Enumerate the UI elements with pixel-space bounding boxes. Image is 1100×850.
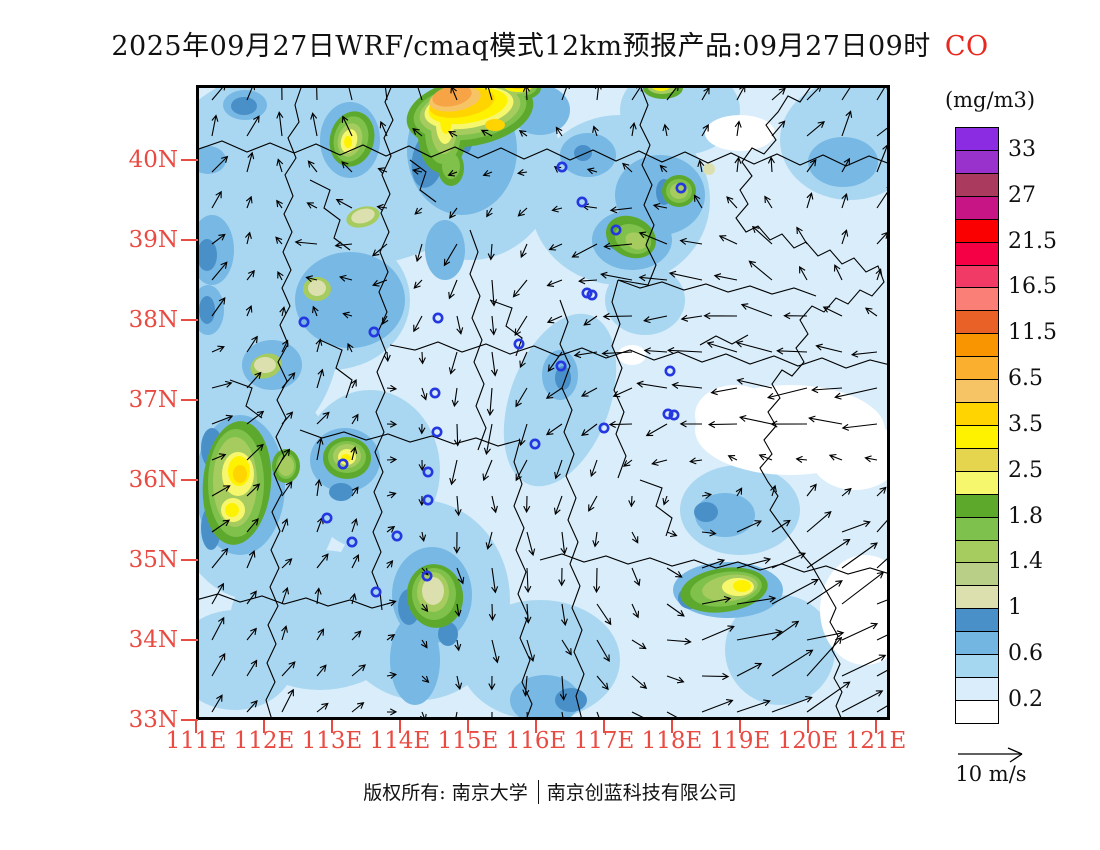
- colorbar-swatch: [955, 540, 999, 564]
- colorbar-swatch: [955, 448, 999, 472]
- colorbar-level-label: 21.5: [1008, 229, 1057, 254]
- colorbar-swatch: [955, 150, 999, 174]
- colorbar-swatch: [955, 356, 999, 380]
- colorbar-swatch: [955, 219, 999, 243]
- colorbar-unit-label: (mg/m3): [930, 88, 1050, 112]
- forecast-map-page: { "title": { "main": "2025年09月27日WRF/cma…: [0, 0, 1100, 850]
- colorbar-swatch: [955, 631, 999, 655]
- wind-scale-arrow-icon: [958, 748, 1022, 762]
- colorbar-swatch: [955, 517, 999, 541]
- colorbar-level-label: 1: [1008, 595, 1022, 620]
- colorbar-swatch: [955, 608, 999, 632]
- colorbar-level-label: 16.5: [1008, 274, 1057, 299]
- lat-tick: [181, 319, 198, 321]
- colorbar-level-label: 1.4: [1008, 549, 1043, 574]
- colorbar-level-label: 1.8: [1008, 504, 1043, 529]
- lon-tick: [603, 720, 605, 733]
- colorbar-swatch: [955, 471, 999, 495]
- colorbar-level-label: 0.6: [1008, 641, 1043, 666]
- colorbar-swatch: [955, 127, 999, 151]
- colorbar-swatch: [955, 425, 999, 449]
- colorbar-swatch: [955, 677, 999, 701]
- colorbar-swatch: [955, 494, 999, 518]
- colorbar-swatch: [955, 379, 999, 403]
- lon-tick: [195, 720, 197, 733]
- lat-label: 38N: [108, 307, 178, 333]
- lat-label: 34N: [108, 627, 178, 653]
- lat-tick: [181, 239, 198, 241]
- colorbar-swatch: [955, 287, 999, 311]
- lon-tick: [331, 720, 333, 733]
- colorbar-swatch: [955, 562, 999, 586]
- lat-label: 36N: [108, 467, 178, 493]
- colorbar-swatch: [955, 265, 999, 289]
- title-main-text: 2025年09月27日WRF/cmaq模式12km预报产品:09月27日09时: [111, 31, 930, 62]
- colorbar-swatch: [955, 585, 999, 609]
- lat-tick: [181, 479, 198, 481]
- copyright-owner: 版权所有: 南京大学: [363, 782, 527, 804]
- copyright-footer: 版权所有: 南京大学南京创蓝科技有限公司: [0, 778, 1100, 808]
- title-pollutant-label: CO: [945, 31, 989, 62]
- colorbar-swatch: [955, 402, 999, 426]
- lat-label: 40N: [108, 147, 178, 173]
- co-concentration-map: [196, 85, 890, 720]
- lat-label: 35N: [108, 547, 178, 573]
- footer-divider: [538, 780, 539, 804]
- lon-tick: [399, 720, 401, 733]
- lat-tick: [181, 559, 198, 561]
- colorbar-swatch: [955, 173, 999, 197]
- colorbar-swatch: [955, 310, 999, 334]
- colorbar-swatch: [955, 700, 999, 724]
- lon-tick: [535, 720, 537, 733]
- colorbar-level-label: 3.5: [1008, 412, 1043, 437]
- colorbar-swatch: [955, 242, 999, 266]
- lat-tick: [181, 399, 198, 401]
- lat-tick: [181, 639, 198, 641]
- lon-tick: [467, 720, 469, 733]
- colorbar-level-label: 0.2: [1008, 687, 1043, 712]
- lat-label: 39N: [108, 227, 178, 253]
- colorbar-level-label: 2.5: [1008, 458, 1043, 483]
- lon-tick: [263, 720, 265, 733]
- colorbar-swatch: [955, 333, 999, 357]
- colorbar-level-label: 6.5: [1008, 366, 1043, 391]
- colorbar-level-label: 33: [1008, 137, 1036, 162]
- contour-layer: [196, 85, 890, 720]
- lon-tick: [807, 720, 809, 733]
- lat-label: 37N: [108, 387, 178, 413]
- colorbar-level-label: 27: [1008, 183, 1036, 208]
- colorbar-swatch: [955, 196, 999, 220]
- lon-tick: [739, 720, 741, 733]
- copyright-company: 南京创蓝科技有限公司: [547, 782, 737, 804]
- lon-tick: [875, 720, 877, 733]
- lon-tick: [671, 720, 673, 733]
- colorbar-level-label: 11.5: [1008, 320, 1057, 345]
- page-title: 2025年09月27日WRF/cmaq模式12km预报产品:09月27日09时 C…: [0, 24, 1100, 63]
- lat-tick: [181, 159, 198, 161]
- colorbar-swatch: [955, 654, 999, 678]
